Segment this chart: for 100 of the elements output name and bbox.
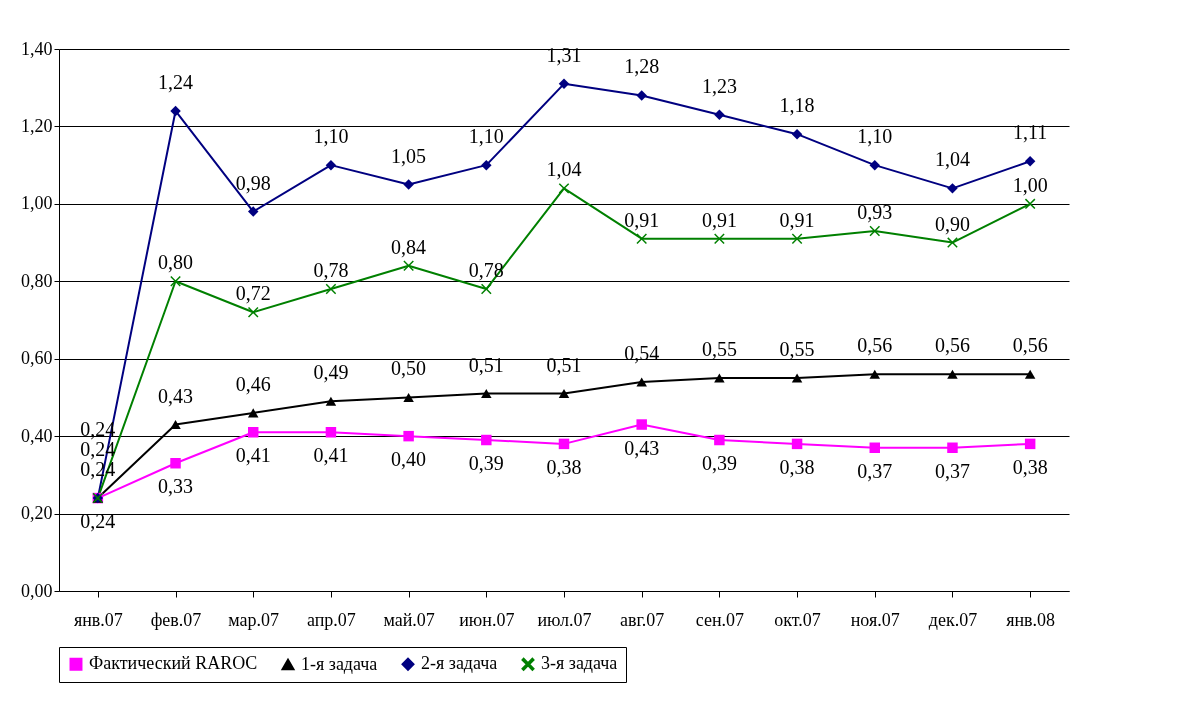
point [170,458,181,469]
data-label: 0,84 [391,235,427,258]
point [947,237,958,248]
point [869,159,881,171]
data-label: 1,10 [857,125,893,148]
data-label: 0,56 [1012,334,1048,357]
x-tick-label: дек.07 [928,609,978,630]
point [558,389,570,399]
point [869,225,881,237]
data-label: 0,56 [857,334,893,357]
legend-label: 1-я задача [301,653,378,674]
data-label: 0,43 [158,384,194,407]
data-label: 1,23 [701,74,737,97]
x-tick-label: апр.07 [306,609,356,630]
point [247,307,259,318]
y-tick-label: 1,00 [21,193,53,214]
point [481,434,492,446]
data-label: 0,78 [313,259,349,282]
y-tick-label: 0,00 [21,580,53,601]
y-tick-label: 1,40 [21,38,53,59]
data-label: 0,80 [158,251,194,274]
point [869,442,881,453]
data-label: 0,38 [546,455,582,478]
point [1024,198,1036,210]
point [481,389,492,399]
point [325,159,337,171]
data-label: 0,93 [857,200,893,223]
point [170,105,181,117]
point [1024,369,1036,379]
point [403,430,414,442]
data-label: 0,40 [391,448,427,471]
point [558,438,570,450]
data-label: 0,56 [934,334,970,357]
data-label: 1,04 [934,148,970,171]
data-label: 0,51 [546,353,582,376]
point [714,233,725,244]
x-tick-label: фев.07 [150,609,202,630]
point [403,392,414,402]
data-label: 0,98 [235,171,271,194]
data-label: 0,38 [1012,455,1048,478]
point [247,206,259,217]
data-label: 0,72 [235,282,271,305]
data-label: 1,18 [779,94,815,117]
point [791,373,803,383]
point [869,369,881,379]
point [791,128,803,140]
point [481,159,492,171]
point [170,276,181,287]
point [1024,156,1036,167]
x-tick-label: июн.07 [459,609,515,630]
point [636,90,647,101]
data-label: 1,04 [546,158,582,181]
y-tick-label: 1,20 [21,115,53,136]
data-label: 0,39 [701,452,737,475]
point [325,283,337,295]
point [558,78,570,90]
data-label: 0,55 [779,338,815,361]
y-tick-label: 0,40 [21,425,53,446]
x-tick-label: янв.08 [1006,609,1056,630]
legend-label: 2-я задача [421,653,498,674]
data-label: 0,39 [468,452,504,475]
point [636,233,647,244]
point [791,233,803,244]
x-tick-label: ноя.07 [850,609,900,630]
data-label: 0,90 [934,212,970,235]
point [403,179,414,190]
data-label: 0,33 [158,475,194,498]
data-label: 0,50 [391,357,427,380]
y-tick-label: 0,80 [21,270,53,291]
data-label: 0,55 [701,338,737,361]
x-tick-label: авг.07 [620,609,665,630]
point [325,396,337,406]
x-tick-label: янв.07 [73,609,123,630]
data-label: 1,05 [391,144,427,167]
data-label: 0,46 [235,372,271,395]
point [714,373,725,383]
point [1024,438,1036,450]
data-label: 0,43 [624,436,660,459]
point [947,183,958,194]
point [636,419,647,430]
data-label: 0,41 [235,444,271,467]
x-tick-label: сен.07 [695,609,745,630]
x-tick-label: июл.07 [537,609,592,630]
point [947,369,958,379]
data-label: 0,91 [624,208,660,231]
point [558,183,570,194]
data-label: 0,37 [857,459,893,482]
data-label: 1,28 [624,55,660,78]
data-label: 1,24 [158,70,194,93]
point [325,427,337,438]
point [170,419,181,430]
x-tick-label: окт.07 [774,609,821,630]
data-label: 1,10 [468,125,504,148]
data-label: 0,38 [779,455,815,478]
data-label: 1,00 [1012,173,1048,196]
x-tick-label: май.07 [383,609,435,630]
data-label: 1,10 [313,125,349,148]
data-label: 0,91 [779,208,815,231]
legend-label: 3-я задача [541,653,618,674]
point [714,434,725,446]
